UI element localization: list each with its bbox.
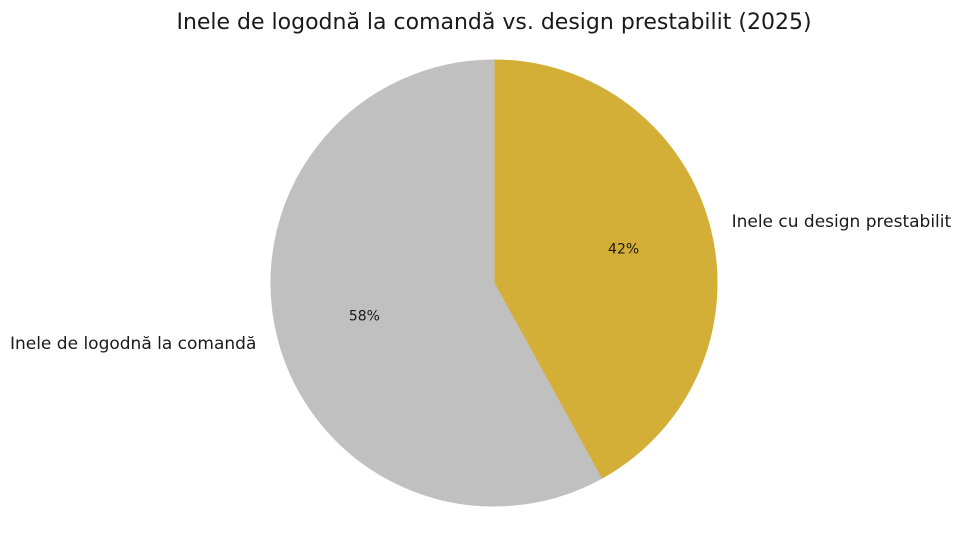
pie-category-label-2: Inele de logodnă la comandă — [10, 334, 256, 354]
pie-slice-2 — [270, 59, 603, 507]
chart-title: Inele de logodnă la comandă vs. design p… — [176, 10, 811, 35]
pie-slice-1 — [493, 59, 718, 480]
pie-labels: 42% Inele cu design prestabilit 58% Inele d… — [10, 212, 952, 354]
pie-category-label-1: Inele cu design prestabilit — [732, 212, 952, 232]
pie-slices — [270, 59, 718, 507]
pie-percent-label-1: 42% — [608, 242, 639, 258]
pie-percent-label-2: 58% — [349, 308, 380, 324]
